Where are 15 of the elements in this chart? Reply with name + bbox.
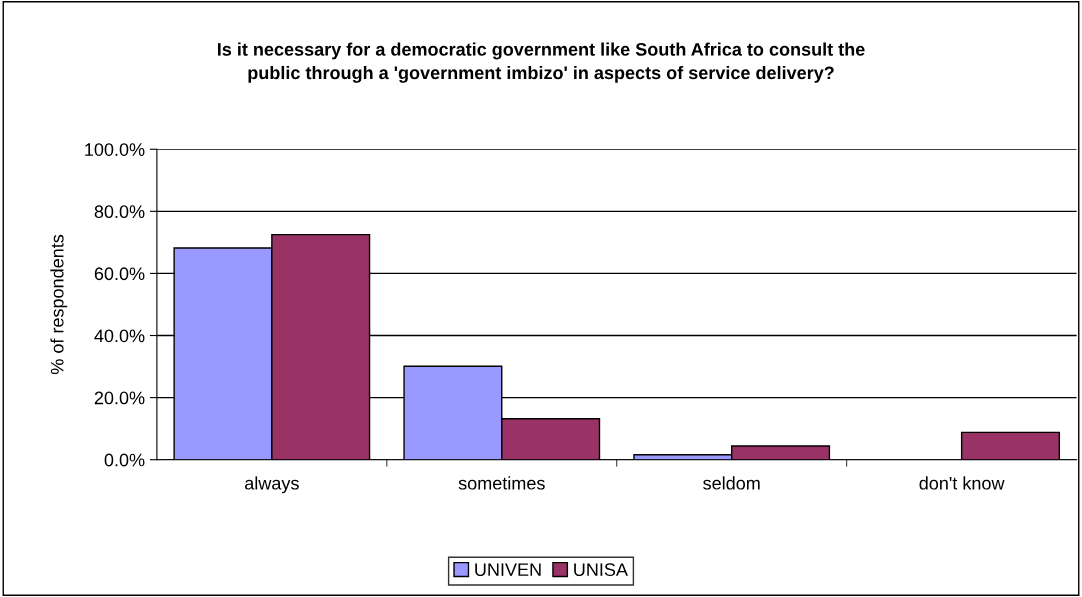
y-tick-label: 100.0% [85, 143, 145, 156]
y-tick-label: 20.0% [94, 391, 145, 405]
x-tick-label: don't know [919, 476, 1005, 490]
bar [960, 431, 1061, 460]
chart-title: Is it necessary for a democratic government like South Africa to consult the public through a 'government imbizo' in aspects of service delivery? [217, 42, 865, 83]
legend-label: UNIVEN [475, 563, 541, 576]
y-tick-label: 80.0% [94, 205, 145, 219]
x-tick-label: sometimes [458, 476, 545, 490]
legend-label: UNISA [574, 563, 628, 576]
x-tick-label: seldom [703, 476, 760, 490]
y-axis-title: % of respondents [50, 234, 68, 375]
x-tick-label: always [245, 476, 299, 494]
y-tick-label: 40.0% [94, 329, 145, 343]
y-tick-label: 60.0% [94, 267, 145, 281]
y-tick-label: 0.0% [104, 453, 145, 467]
